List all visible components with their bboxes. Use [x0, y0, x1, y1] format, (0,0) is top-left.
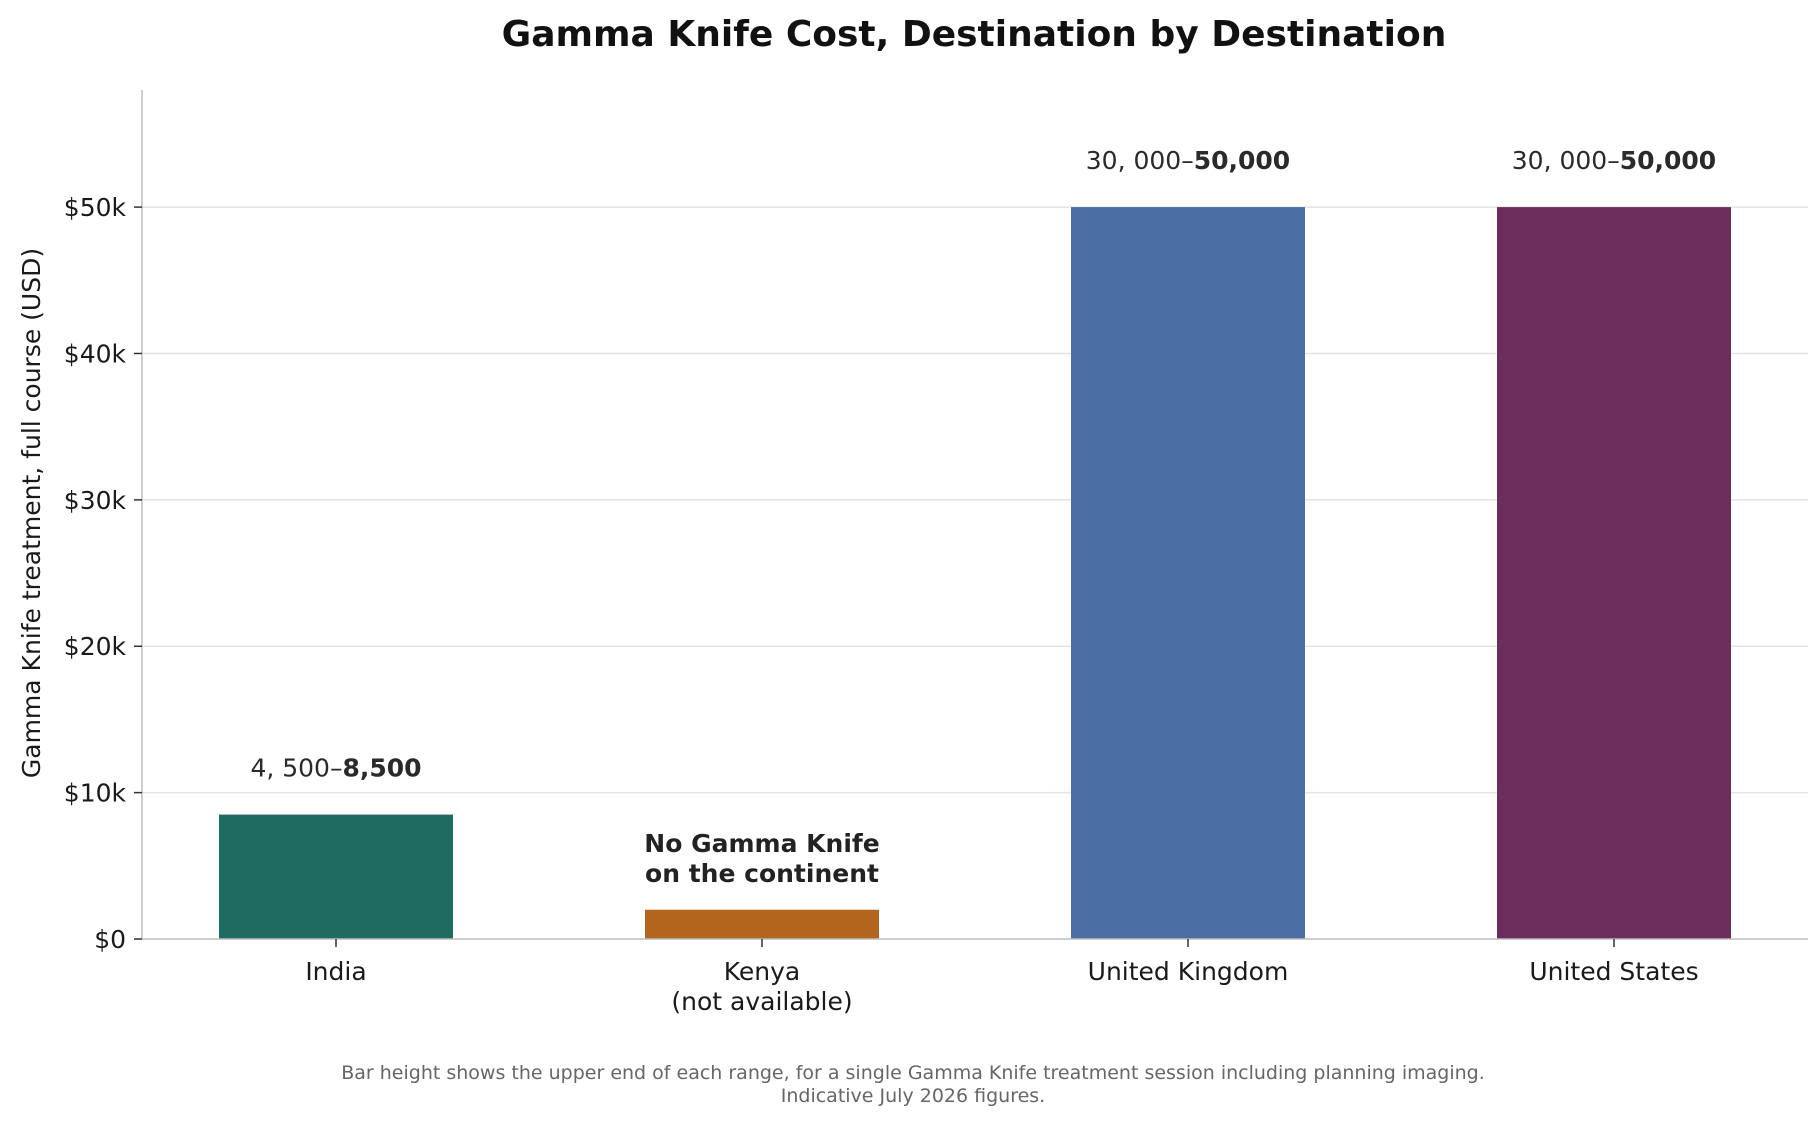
y-tick-label: $30k: [64, 486, 127, 515]
y-tick-label: $10k: [64, 779, 127, 808]
bar: [1497, 207, 1731, 939]
chart-title: Gamma Knife Cost, Destination by Destina…: [502, 14, 1447, 55]
bar-value-label: 30, 000–50,000: [1512, 146, 1716, 175]
x-tick-label: India: [305, 957, 366, 986]
bars: [219, 207, 1731, 939]
x-tick-label: Kenya: [724, 957, 801, 986]
footnote-line-2: Indicative July 2026 figures.: [781, 1085, 1045, 1107]
x-tick-label: (not available): [671, 987, 852, 1016]
y-tick-label: $20k: [64, 632, 127, 661]
y-axis-label: Gamma Knife treatment, full course (USD): [17, 248, 46, 778]
y-ticks: $0 $10k $20k $30k $40k $50k: [64, 193, 142, 954]
y-tick-label: $0: [94, 925, 126, 954]
y-tick-label: $50k: [64, 193, 127, 222]
x-tick-label: United Kingdom: [1088, 957, 1289, 986]
x-tick-label: United States: [1529, 957, 1698, 986]
bar: [1071, 207, 1305, 939]
bar-value-label: 4, 500–8,500: [250, 754, 421, 783]
value-labels: 4, 500–8,500 30, 000–50,000 30, 000–50,000: [250, 146, 1716, 782]
bar: [219, 814, 453, 939]
bar-annotation: No Gamma Knife: [644, 829, 879, 858]
bar-value-label: 30, 000–50,000: [1086, 146, 1290, 175]
bar: [645, 909, 879, 939]
bar-annotation: on the continent: [645, 859, 879, 888]
x-ticks: India Kenya(not available) United Kingdom U…: [305, 939, 1699, 1016]
y-tick-label: $40k: [64, 339, 127, 368]
footnote-line-1: Bar height shows the upper end of each r…: [341, 1062, 1485, 1084]
